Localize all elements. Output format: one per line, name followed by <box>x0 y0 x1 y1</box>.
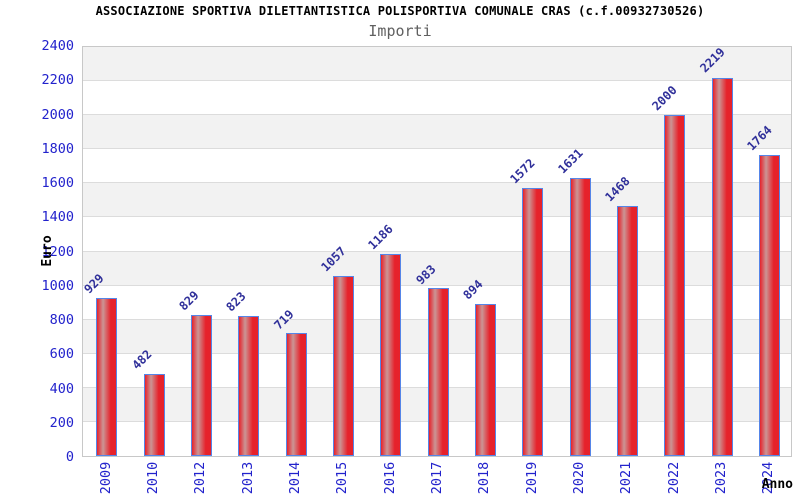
bar-2013 <box>238 315 260 456</box>
y-tick-label-800: 800 <box>49 312 74 328</box>
value-label-2012: 829 <box>176 288 202 314</box>
x-tick-label-2019: 2019 <box>523 461 540 495</box>
x-tick-label-2010: 2010 <box>145 461 161 495</box>
chart-subtitle: Importi <box>368 22 432 40</box>
x-tick-label-2020: 2020 <box>571 461 587 495</box>
bar-2019 <box>522 188 544 456</box>
bar-2021 <box>616 205 638 456</box>
x-tick-label-2018: 2018 <box>476 461 493 495</box>
y-tick-label-2200: 2200 <box>41 72 74 89</box>
bar-2017 <box>427 288 449 456</box>
value-label-2022: 2000 <box>649 82 680 113</box>
bar-2018 <box>474 303 496 456</box>
x-tick-label-2017: 2017 <box>429 461 445 495</box>
plot-area: 929 482 829 823 719 1057 1186 983 894 1572 1631 146… <box>82 45 792 457</box>
gridline <box>83 80 791 82</box>
bar-2010 <box>143 373 165 456</box>
y-tick-label-400: 400 <box>49 380 74 397</box>
x-tick-label-2023: 2023 <box>713 461 729 495</box>
x-tick-label-2012: 2012 <box>192 461 209 495</box>
chart-title: ASSOCIAZIONE SPORTIVA DILETTANTISTICA PO… <box>95 4 705 18</box>
y-tick-label-200: 200 <box>49 414 74 431</box>
y-tick-label-2000: 2000 <box>41 106 74 123</box>
y-tick-label-1200: 1200 <box>41 243 74 260</box>
y-axis-title: Euro <box>40 235 55 267</box>
bar-2020 <box>569 178 591 456</box>
bar-2015 <box>332 275 354 456</box>
gridline <box>83 250 791 252</box>
y-tick-label-1000: 1000 <box>41 277 74 294</box>
bar-2022 <box>664 115 686 456</box>
x-tick-label-2016: 2016 <box>381 461 398 495</box>
bar-2014 <box>285 333 307 456</box>
bar-2023 <box>711 77 733 456</box>
value-label-2016: 1186 <box>365 221 396 253</box>
y-tick-label-2400: 2400 <box>41 38 74 54</box>
gridline <box>83 284 791 286</box>
bar-2009 <box>96 297 118 456</box>
x-axis-title: Anno <box>761 477 793 492</box>
bar-2016 <box>380 253 402 456</box>
gridline <box>83 182 791 184</box>
bar-2024 <box>758 155 780 456</box>
x-tick-label-2009: 2009 <box>97 461 114 495</box>
y-tick-label-1400: 1400 <box>41 209 74 226</box>
x-tick-label-2021: 2021 <box>618 461 635 495</box>
x-tick-label-2015: 2015 <box>334 461 351 495</box>
gridline <box>83 114 791 116</box>
gridline <box>83 216 791 218</box>
value-label-2020: 1631 <box>554 145 586 176</box>
x-tick-label-2022: 2022 <box>665 461 682 495</box>
bar-2012 <box>190 314 212 456</box>
y-tick-label-1600: 1600 <box>41 175 74 191</box>
gridline <box>83 148 791 150</box>
value-label-2013: 823 <box>223 289 249 315</box>
x-tick-label-2013: 2013 <box>239 461 256 495</box>
x-tick-label-2014: 2014 <box>287 461 303 495</box>
y-tick-label-1800: 1800 <box>41 140 74 157</box>
y-tick-label-600: 600 <box>49 346 74 363</box>
band <box>83 47 791 82</box>
y-tick-label-0: 0 <box>65 449 74 465</box>
